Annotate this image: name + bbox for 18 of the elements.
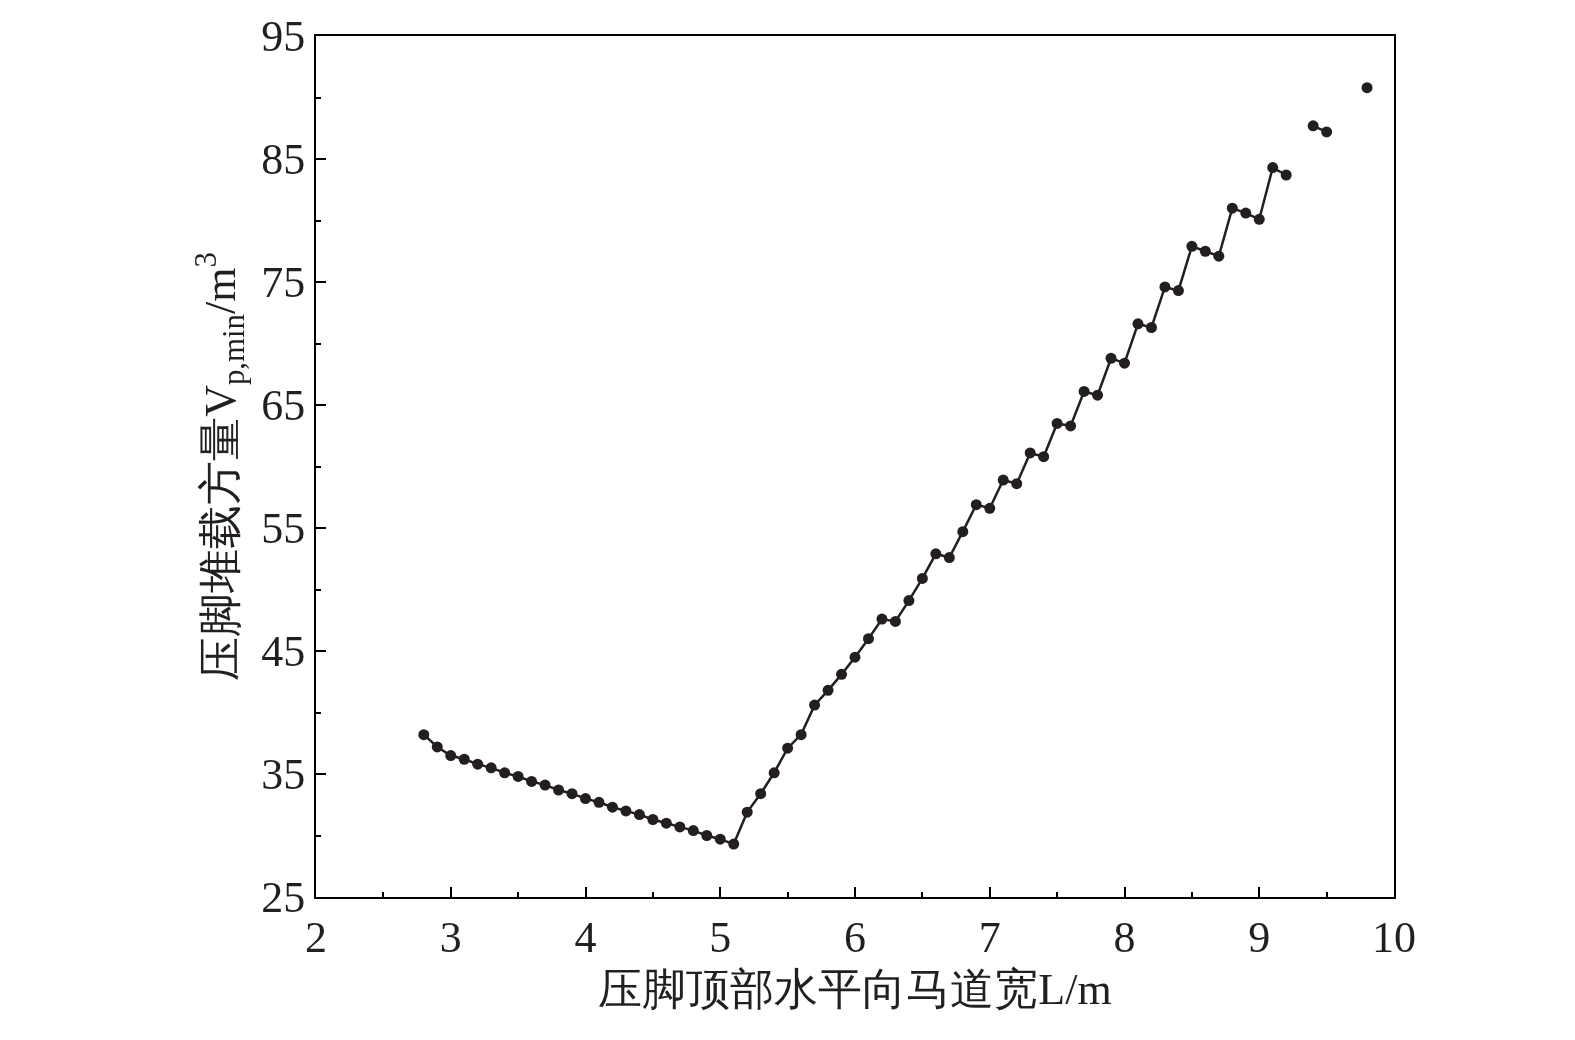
y-tick-label: 35 <box>261 750 306 800</box>
x-tick-label: 8 <box>1113 912 1136 962</box>
x-tick-label: 2 <box>305 912 327 962</box>
y-tick-label: 75 <box>261 258 306 308</box>
x-axis-title: 压脚顶部水平向马道宽L/m <box>598 964 1112 1014</box>
y-tick-label: 55 <box>261 504 306 554</box>
y-tick-label: 95 <box>261 12 306 62</box>
y-tick-label: 45 <box>261 627 306 677</box>
y-tick-label: 85 <box>261 135 306 185</box>
x-tick-label: 7 <box>978 912 1001 962</box>
x-tick-label: 5 <box>709 912 732 962</box>
x-tick-label: 6 <box>844 912 866 962</box>
x-tick-label: 9 <box>1248 912 1271 962</box>
y-tick-label: 65 <box>261 381 306 431</box>
y-tick-label: 25 <box>261 873 306 923</box>
x-tick-label: 10 <box>1372 912 1416 962</box>
x-tick-label: 4 <box>574 912 597 962</box>
x-tick-label: 3 <box>439 912 462 962</box>
